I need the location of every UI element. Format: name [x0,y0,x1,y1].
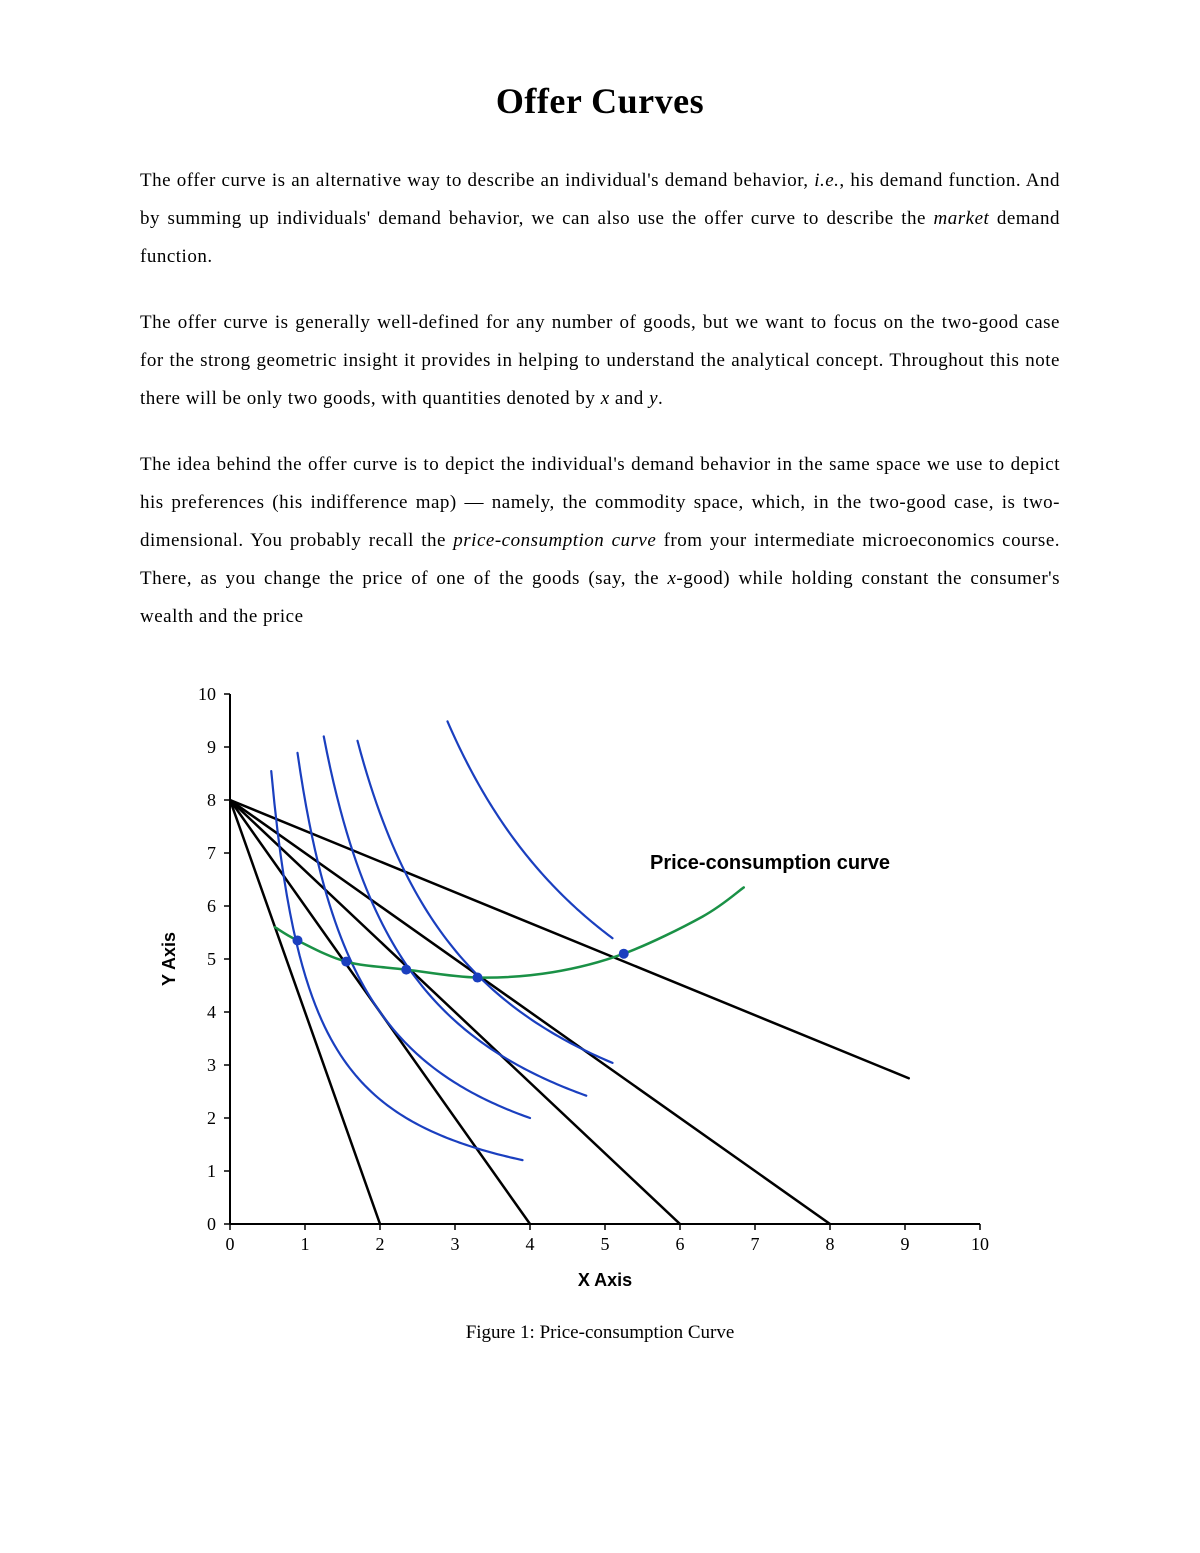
text-italic: i.e. [814,170,839,191]
svg-text:1: 1 [301,1234,310,1254]
svg-text:4: 4 [207,1002,216,1022]
text-italic: x [601,388,610,409]
svg-text:5: 5 [207,949,216,969]
svg-text:5: 5 [601,1234,610,1254]
svg-text:0: 0 [207,1214,216,1234]
svg-text:2: 2 [207,1108,216,1128]
svg-text:10: 10 [198,684,216,704]
svg-text:4: 4 [526,1234,535,1254]
svg-text:1: 1 [207,1161,216,1181]
svg-text:0: 0 [226,1234,235,1254]
paragraph-3: The idea behind the offer curve is to de… [140,446,1060,636]
svg-text:6: 6 [207,896,216,916]
svg-text:7: 7 [751,1234,760,1254]
svg-text:2: 2 [376,1234,385,1254]
svg-text:8: 8 [207,790,216,810]
text: . [658,388,663,409]
price-consumption-chart: 0 1 2 3 4 5 6 7 8 9 10 0 1 2 3 4 5 6 7 8 9 10 X Axis Y Axis Pric… [140,664,1020,1304]
svg-text:7: 7 [207,843,216,863]
paragraph-2: The offer curve is generally well-define… [140,304,1060,418]
svg-text:3: 3 [451,1234,460,1254]
text-italic: price-consumption curve [453,530,656,551]
svg-text:Price-consumption curve: Price-consumption curve [650,852,890,874]
svg-text:10: 10 [971,1234,989,1254]
text: and [610,388,649,409]
figure-caption: Figure 1: Price-consumption Curve [140,1322,1060,1344]
svg-text:8: 8 [826,1234,835,1254]
figure-1: 0 1 2 3 4 5 6 7 8 9 10 0 1 2 3 4 5 6 7 8 9 10 X Axis Y Axis Pric… [140,664,1060,1344]
paragraph-1: The offer curve is an alternative way to… [140,162,1060,276]
text-italic: market [934,208,990,229]
svg-text:Y Axis: Y Axis [159,932,179,986]
text: The offer curve is an alternative way to… [140,170,814,191]
svg-text:9: 9 [901,1234,910,1254]
svg-text:X Axis: X Axis [578,1270,632,1290]
text-italic: y [649,388,658,409]
page-title: Offer Curves [140,80,1060,122]
svg-text:9: 9 [207,737,216,757]
svg-text:6: 6 [676,1234,685,1254]
svg-text:3: 3 [207,1055,216,1075]
page: Offer Curves The offer curve is an alter… [0,0,1200,1553]
